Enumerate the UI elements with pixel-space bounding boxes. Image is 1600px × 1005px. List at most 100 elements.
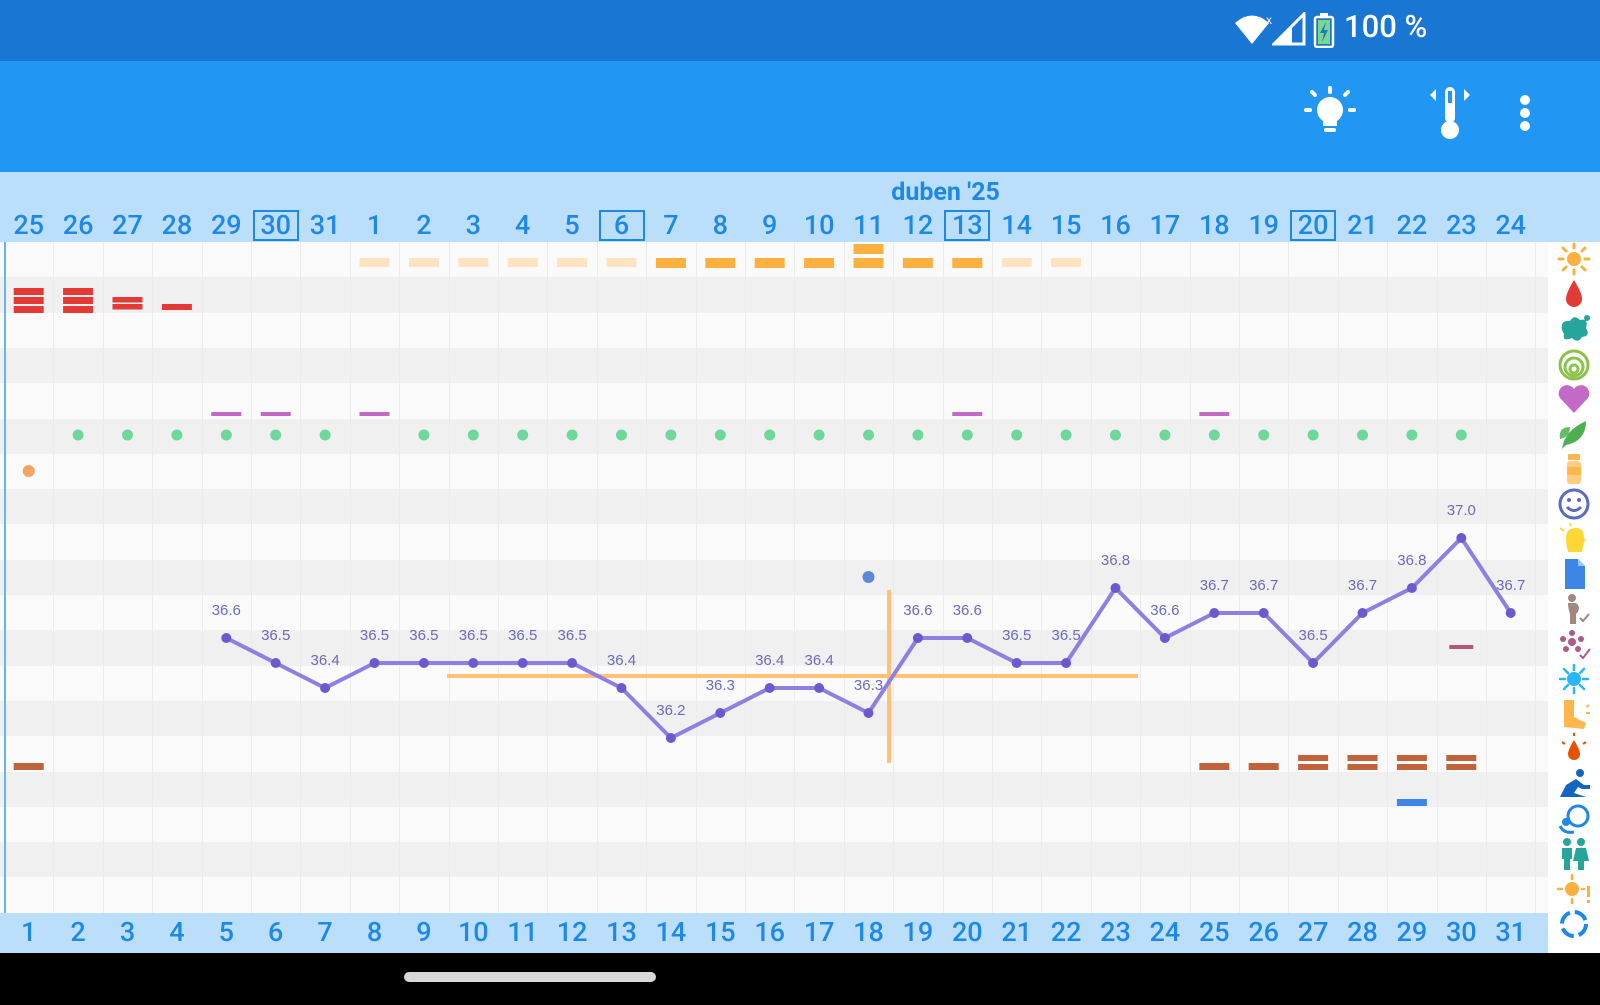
cycle-day-20[interactable]: 21 (1001, 916, 1033, 948)
cycle-day-15[interactable]: 16 (754, 916, 786, 948)
top-day-1[interactable]: 26 (62, 209, 94, 241)
thermometer-icon[interactable] (1420, 83, 1480, 143)
brown-mark (1446, 755, 1477, 761)
top-day-6[interactable]: 31 (309, 209, 341, 241)
exercise-icon[interactable] (1556, 767, 1592, 801)
cycle-day-12[interactable]: 13 (606, 916, 637, 948)
cycle-day-6[interactable]: 7 (317, 916, 333, 948)
top-day-2[interactable]: 27 (112, 209, 143, 241)
couple-icon[interactable] (1556, 837, 1592, 871)
cycle-day-7[interactable]: 8 (366, 916, 383, 948)
top-day-3[interactable]: 28 (161, 209, 193, 241)
cycle-icon[interactable] (1556, 907, 1592, 941)
top-day-28[interactable]: 22 (1396, 209, 1428, 241)
cycle-day-25[interactable]: 26 (1248, 916, 1280, 948)
leaf-icon[interactable] (1556, 417, 1592, 451)
cycle-day-30[interactable]: 31 (1495, 916, 1527, 948)
cycle-day-27[interactable]: 28 (1347, 916, 1378, 948)
bleeding-icon[interactable] (1556, 732, 1592, 766)
cycle-day-22[interactable]: 23 (1100, 916, 1131, 948)
top-day-4[interactable]: 29 (210, 209, 242, 241)
top-day-15[interactable]: 9 (762, 209, 778, 241)
top-day-5[interactable]: 30 (252, 210, 299, 241)
cycle-day-10[interactable]: 11 (507, 916, 539, 948)
top-day-26[interactable]: 20 (1290, 210, 1337, 241)
cycle-day-26[interactable]: 27 (1297, 916, 1329, 948)
gesture-handle[interactable] (404, 972, 656, 982)
row-band (0, 842, 1548, 878)
smiley-icon[interactable] (1556, 487, 1592, 521)
top-day-0[interactable]: 25 (13, 209, 45, 241)
top-day-24[interactable]: 18 (1198, 209, 1230, 241)
top-day-21[interactable]: 15 (1050, 209, 1082, 241)
cycle-day-23[interactable]: 24 (1149, 916, 1181, 948)
leg-icon[interactable] (1556, 697, 1592, 731)
cycle-day-3[interactable]: 4 (169, 916, 185, 948)
head-icon[interactable] (1556, 522, 1592, 556)
cycle-day-24[interactable]: 25 (1198, 916, 1230, 948)
cycle-day-8[interactable]: 9 (416, 916, 432, 948)
top-day-13[interactable]: 7 (663, 209, 679, 241)
top-day-30[interactable]: 24 (1495, 209, 1527, 241)
cycle-day-0[interactable]: 1 (21, 916, 37, 948)
pregnant-icon[interactable] (1556, 592, 1592, 626)
cycle-day-5[interactable]: 6 (268, 916, 284, 948)
cycle-day-14[interactable]: 15 (704, 916, 736, 948)
temperature-point (1011, 658, 1022, 668)
cycle-day-18[interactable]: 19 (902, 916, 934, 948)
top-day-27[interactable]: 21 (1347, 209, 1378, 241)
cycle-day-11[interactable]: 12 (556, 916, 588, 948)
cycle-day-17[interactable]: 18 (853, 916, 884, 948)
top-day-9[interactable]: 3 (465, 209, 481, 241)
fertile-strong-mark (952, 258, 983, 268)
grid-vline (251, 242, 252, 913)
cycle-day-29[interactable]: 30 (1445, 916, 1477, 948)
drop-icon[interactable] (1556, 277, 1592, 311)
top-day-23[interactable]: 17 (1149, 209, 1181, 241)
top-day-14[interactable]: 8 (712, 209, 728, 241)
top-day-18[interactable]: 12 (902, 209, 934, 241)
cycle-day-21[interactable]: 22 (1050, 916, 1082, 948)
menstruation-mark (13, 288, 44, 295)
pill-bottle-icon[interactable] (1556, 452, 1592, 486)
top-day-19[interactable]: 13 (944, 210, 991, 241)
cycle-day-19[interactable]: 20 (951, 916, 983, 948)
pill-dot (665, 429, 677, 441)
cycle-day-13[interactable]: 14 (655, 916, 687, 948)
fertile-strong-mark (853, 258, 884, 268)
cycle-day-28[interactable]: 29 (1396, 916, 1428, 948)
temperature-point (764, 683, 775, 693)
top-day-11[interactable]: 5 (564, 209, 580, 241)
rings-icon[interactable] (1556, 347, 1592, 381)
top-day-8[interactable]: 2 (416, 209, 432, 241)
document-icon[interactable] (1556, 557, 1592, 591)
temperature-label: 36.5 (1298, 627, 1327, 644)
top-day-10[interactable]: 4 (515, 209, 531, 241)
pill-dot (912, 429, 924, 441)
row-band (0, 347, 1548, 384)
cycle-day-1[interactable]: 2 (70, 916, 86, 948)
top-day-20[interactable]: 14 (1001, 209, 1033, 241)
grid-vline (547, 242, 549, 913)
top-day-16[interactable]: 10 (803, 209, 835, 241)
cycle-day-4[interactable]: 5 (218, 916, 234, 948)
virus-icon[interactable] (1556, 662, 1592, 696)
top-day-22[interactable]: 16 (1100, 209, 1131, 241)
lightbulb-icon[interactable] (1300, 83, 1360, 143)
splat-icon[interactable] (1556, 312, 1592, 346)
baby-icon[interactable] (1556, 802, 1592, 836)
flower-check-icon[interactable] (1556, 627, 1592, 661)
top-day-29[interactable]: 23 (1445, 209, 1477, 241)
cycle-day-9[interactable]: 10 (457, 916, 489, 948)
top-day-12[interactable]: 6 (598, 210, 645, 241)
more-vert-icon[interactable] (1510, 83, 1540, 143)
sun-alert-icon[interactable] (1556, 872, 1592, 906)
top-day-25[interactable]: 19 (1248, 209, 1280, 241)
row-band (0, 630, 1548, 666)
top-day-7[interactable]: 1 (366, 209, 383, 241)
cycle-day-16[interactable]: 17 (803, 916, 835, 948)
sun-icon[interactable] (1556, 242, 1592, 276)
heart-icon[interactable] (1556, 382, 1592, 416)
top-day-17[interactable]: 11 (853, 209, 884, 241)
cycle-day-2[interactable]: 3 (119, 916, 136, 948)
